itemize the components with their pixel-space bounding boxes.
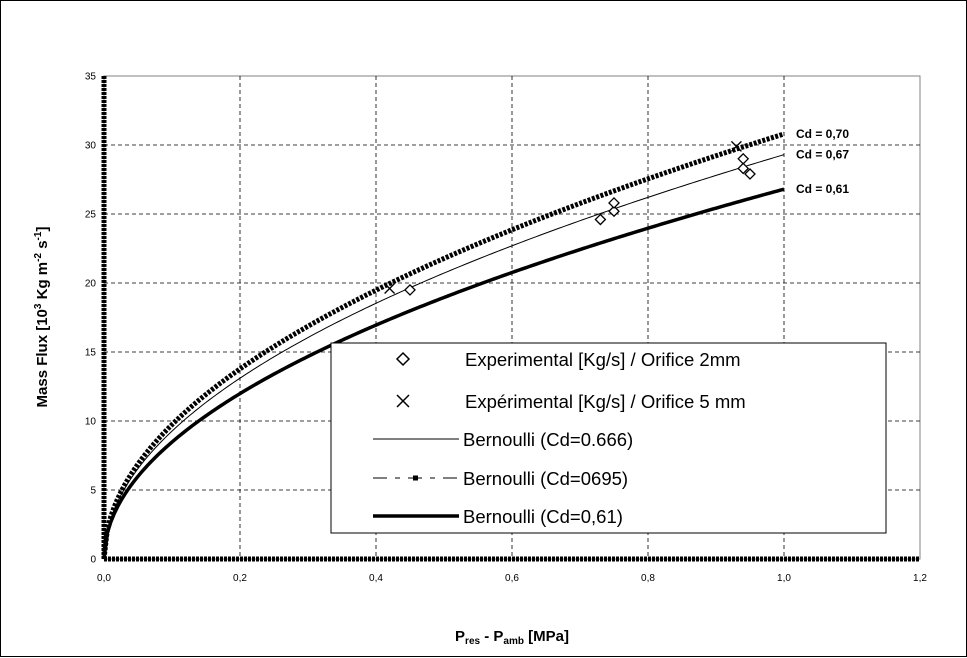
- data-point-diamond: [608, 197, 620, 209]
- y-tick-label: 0: [90, 555, 96, 566]
- legend-label: Expérimental [Kg/s] / Orifice 5 mm: [465, 391, 746, 412]
- legend-label: Bernoulli (Cd=0,61): [463, 506, 623, 527]
- legend-box: [330, 342, 887, 534]
- legend-symbol-x-stroke: [396, 394, 410, 408]
- axes: [101, 76, 920, 562]
- x-tick-label: 1,2: [913, 573, 927, 584]
- y-tick-label: 30: [85, 141, 97, 152]
- legend-label: Experimental [Kg/s] / Orifice 2mm: [465, 349, 741, 370]
- y-tick-label: 5: [90, 486, 96, 497]
- data-point-diamond: [404, 283, 416, 296]
- cd-label: Cd = 0,70: [796, 127, 849, 141]
- legend-label: Bernoulli (Cd=0695): [463, 468, 628, 489]
- x-tick-label: 1,0: [777, 573, 791, 584]
- legend-items: Experimental [Kg/s] / Orifice 2mm Expérim…: [373, 349, 746, 527]
- experimental-points: [384, 140, 756, 296]
- y-tick-label: 35: [85, 72, 97, 83]
- x-axis-title: Pres - Pamb [MPa]: [455, 628, 569, 647]
- bernoulli-curve: [103, 154, 785, 560]
- bernoulli-curve: [102, 187, 785, 560]
- data-point-x-stroke: [730, 140, 742, 152]
- y-tick-label: 20: [85, 279, 97, 290]
- data-point-x-stroke: [384, 283, 396, 294]
- legend-label: Bernoulli (Cd=0.666): [463, 429, 633, 450]
- y-tick-label: 10: [85, 417, 97, 428]
- legend-symbol-marker: [413, 475, 418, 481]
- cd-label: Cd = 0,61: [796, 182, 849, 196]
- y-tick-label: 25: [85, 210, 97, 221]
- y-tick-label: 15: [85, 348, 97, 359]
- legend: Experimental [Kg/s] / Orifice 2mm Expérim…: [330, 342, 887, 534]
- x-tick-label: 0,6: [505, 573, 519, 584]
- data-point-x: [384, 283, 396, 294]
- data-point-diamond: [594, 213, 607, 226]
- x-tick-label: 0,8: [641, 573, 655, 584]
- tick-labels: 0,0 0,2 0,4 0,6 0,8 1,0 1,2 0 5 10 15 20 25 30 35: [85, 72, 928, 585]
- data-point-x: [730, 140, 742, 152]
- data-point-diamond: [737, 162, 750, 175]
- x-tick-label: 0,0: [97, 573, 111, 584]
- data-point-diamond: [744, 168, 756, 180]
- legend-symbol-diamond: [395, 351, 411, 367]
- cd-label: Cd = 0,67: [796, 148, 849, 162]
- x-tick-label: 0,2: [233, 573, 247, 584]
- bernoulli-curve: [101, 131, 785, 560]
- data-point-diamond: [608, 205, 620, 218]
- legend-symbol-x: [396, 394, 410, 408]
- x-tick-label: 0,4: [369, 573, 383, 584]
- bernoulli-curves: [101, 131, 785, 560]
- y-axis-title: Mass Flux [103 Kg m-2 s-1]: [33, 227, 51, 408]
- cd-labels: Cd = 0,67 Cd = 0,70 Cd = 0,61: [796, 127, 849, 196]
